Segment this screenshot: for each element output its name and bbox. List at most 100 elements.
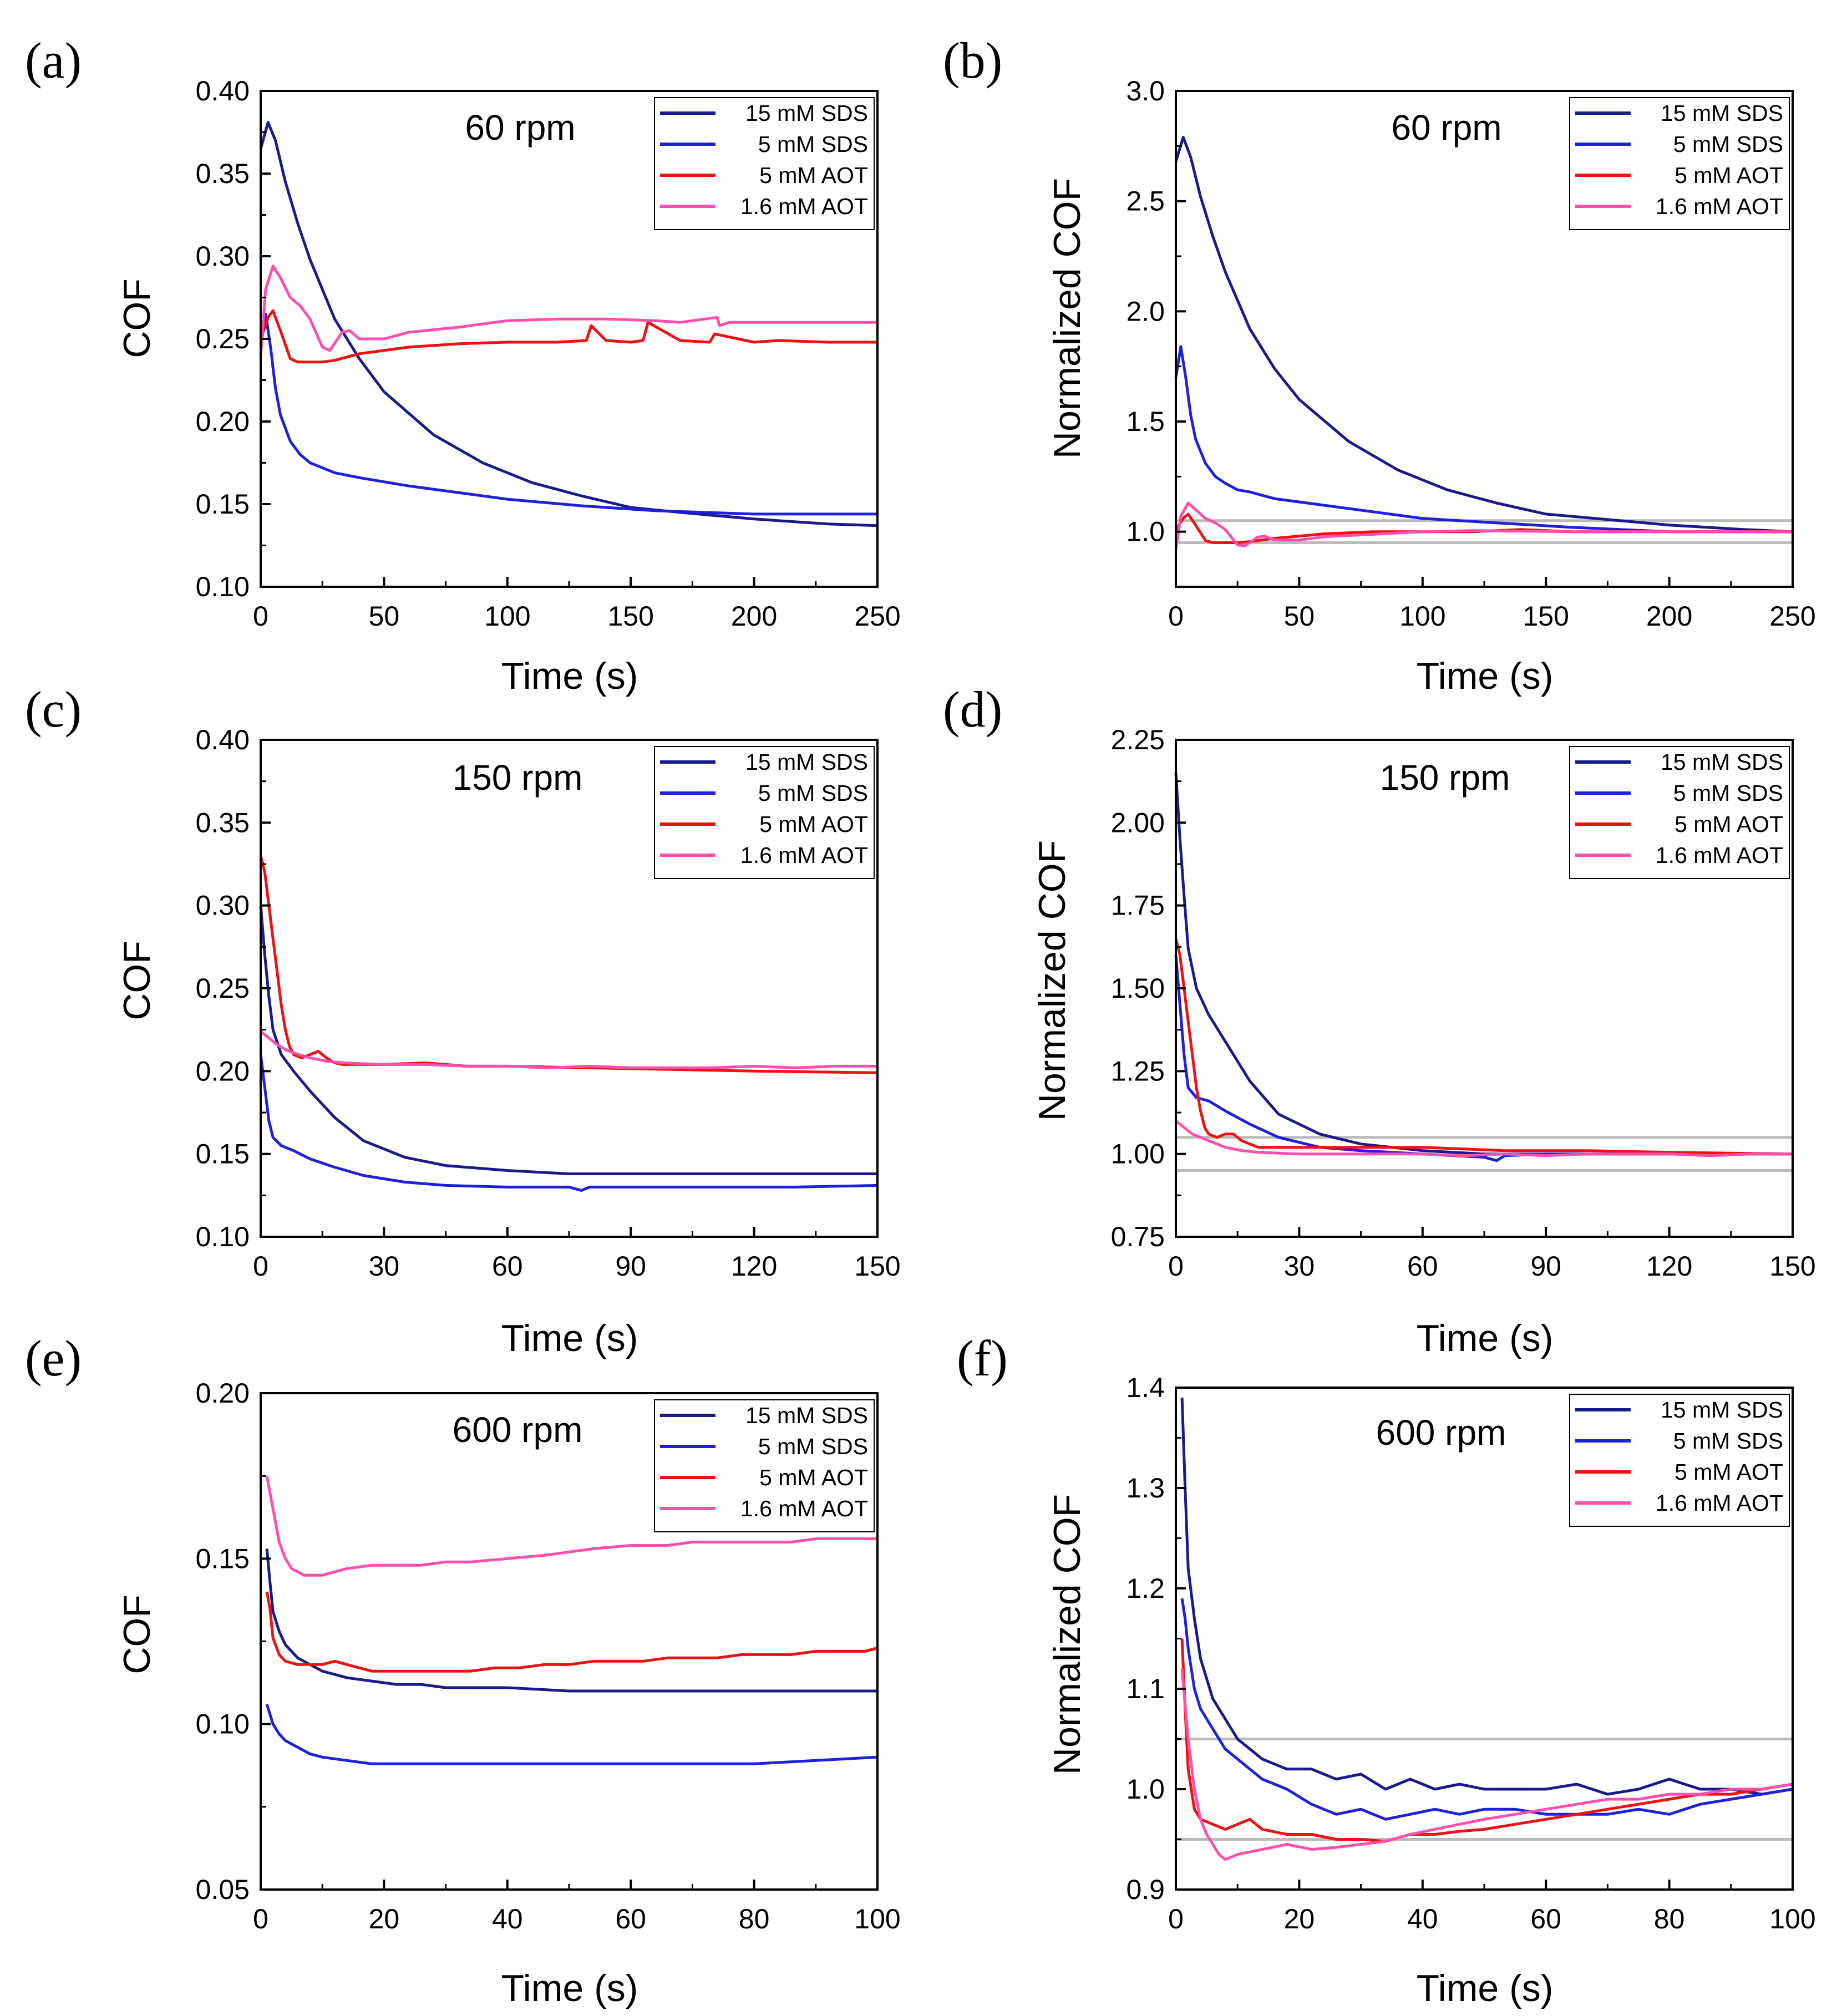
panel-d-ytick-label: 1.00 — [1111, 1139, 1165, 1170]
panel-a-xlabel: Time (s) — [501, 655, 638, 697]
panel-e-letter: (e) — [25, 1330, 82, 1387]
panel-c-rpm-label: 150 rpm — [453, 758, 583, 798]
panel-d-ytick-label: 1.50 — [1111, 973, 1165, 1004]
panel-a-ytick-label: 0.40 — [196, 75, 250, 106]
panel-b-xtick-label: 100 — [1399, 601, 1445, 632]
panel-b-legend-label-16aot: 1.6 mM AOT — [1656, 194, 1783, 219]
panel-e-rpm-label: 600 rpm — [453, 1410, 583, 1450]
panel-f: (f) Normalized COF Time (s) 600 rpm 0 20 4… — [957, 1330, 1816, 2009]
panel-f-ytick-label: 0.9 — [1126, 1874, 1165, 1905]
panel-d-series-5sds — [1174, 955, 1793, 1162]
panel-d-ytick-label: 2.00 — [1111, 807, 1165, 838]
panel-d: (d) Normalized COF Time (s) 150 rpm 0 30 6… — [943, 681, 1816, 1359]
panel-a-series-15sds — [259, 121, 878, 527]
panel-d-xtick-label: 30 — [1284, 1251, 1315, 1282]
panel-c-ytick-label: 0.20 — [196, 1055, 250, 1086]
panel-e-legend-label-5aot: 5 mM AOT — [759, 1465, 868, 1490]
panel-c-letter: (c) — [25, 681, 82, 738]
panel-b-xtick-label: 50 — [1284, 601, 1315, 632]
panel-a-legend-label-15sds: 15 mM SDS — [745, 100, 868, 126]
panel-b-xtick-label: 250 — [1769, 601, 1815, 632]
panel-d-ytick-label: 0.75 — [1111, 1221, 1165, 1252]
panel-f-xtick-label: 100 — [1769, 1903, 1815, 1934]
panel-b-legend-label-5sds: 5 mM SDS — [1673, 131, 1783, 157]
panel-a-letter: (a) — [25, 32, 82, 89]
panel-f-ytick-label: 1.2 — [1126, 1573, 1165, 1604]
panel-e-ytick-label: 0.15 — [196, 1543, 250, 1574]
panel-b-ytick-label: 2.0 — [1126, 296, 1165, 327]
panel-c-ytick-label: 0.30 — [196, 890, 250, 921]
panel-a-frame — [260, 90, 879, 588]
panel-b-series-16aot — [1174, 501, 1793, 550]
panel-a-xtick-label: 250 — [854, 601, 900, 632]
panel-c-ytick-label: 0.25 — [196, 973, 250, 1004]
panel-c-series-5sds — [259, 1054, 878, 1192]
panel-f-rpm-label: 600 rpm — [1376, 1413, 1506, 1453]
panel-c-legend: 15 mM SDS 5 mM SDS 5 mM AOT 1.6 mM AOT — [654, 746, 875, 879]
panel-d-series-16aot — [1175, 1119, 1793, 1157]
panel-b-series-15sds — [1174, 135, 1793, 534]
panel-b-xtick-label: 200 — [1646, 601, 1692, 632]
panel-a-ytick-label: 0.25 — [196, 323, 250, 354]
panel-b-xlabel: Time (s) — [1417, 655, 1554, 697]
panel-c-series-16aot — [260, 1030, 877, 1069]
panel-d-ytick-label: 2.25 — [1111, 724, 1165, 755]
panel-c-xlabel: Time (s) — [501, 1317, 638, 1359]
panel-c-series-5aot — [259, 855, 878, 1074]
panel-a-xtick-label: 0 — [253, 601, 268, 632]
panel-f-xtick-label: 80 — [1654, 1903, 1685, 1934]
panel-d-rpm-label: 150 rpm — [1380, 758, 1510, 798]
panel-e-legend: 15 mM SDS 5 mM SDS 5 mM AOT 1.6 mM AOT — [654, 1399, 875, 1532]
panel-d-frame — [1175, 739, 1794, 1238]
panel-c-xtick-label: 150 — [854, 1251, 900, 1282]
panel-e: (e) COF Time (s) 600 rpm 0 20 40 60 80 100 0.0… — [25, 1330, 901, 2009]
panel-d-xlabel: Time (s) — [1417, 1317, 1554, 1359]
panel-e-xtick-label: 100 — [854, 1903, 900, 1934]
panel-e-xtick-label: 20 — [369, 1903, 400, 1934]
panel-c-xtick-label: 30 — [369, 1251, 400, 1282]
panel-a-ytick-label: 0.30 — [196, 241, 250, 272]
panel-e-series-15sds — [265, 1548, 877, 1693]
panel-c-legend-label-5aot: 5 mM AOT — [759, 811, 868, 837]
panel-f-xtick-label: 0 — [1168, 1903, 1184, 1934]
panel-b-series-5sds — [1174, 345, 1793, 534]
panel-a-series-5aot — [259, 309, 877, 364]
panel-f-xtick-label: 20 — [1284, 1903, 1315, 1934]
panel-a-ytick-label: 0.15 — [196, 489, 250, 520]
panel-c-legend-label-16aot: 1.6 mM AOT — [740, 842, 868, 868]
panel-d-legend-label-15sds: 15 mM SDS — [1661, 749, 1783, 775]
panel-c: (c) COF Time (s) 150 rpm 0 30 60 90 120 150 0.… — [25, 681, 901, 1359]
panel-d-xtick-label: 90 — [1530, 1251, 1561, 1282]
panel-f-ylabel: Normalized COF — [1046, 1494, 1088, 1775]
panel-c-frame — [260, 739, 879, 1238]
panel-a-series-16aot — [259, 265, 877, 356]
panel-e-ytick-label: 0.05 — [196, 1874, 250, 1905]
panel-a-series-5sds — [259, 312, 877, 516]
panel-a: (a) COF Time (s) 60 rpm 0 50 100 150 200 250 0… — [25, 32, 901, 697]
panel-b-xtick-label: 150 — [1523, 601, 1569, 632]
panel-e-legend-label-15sds: 15 mM SDS — [745, 1403, 868, 1428]
panel-e-legend-label-16aot: 1.6 mM AOT — [740, 1496, 868, 1521]
panel-f-legend-label-5sds: 5 mM SDS — [1673, 1428, 1783, 1454]
panel-a-rpm-label: 60 rpm — [465, 108, 575, 148]
panel-c-xtick-label: 0 — [253, 1251, 268, 1282]
panel-f-series-16aot — [1180, 1668, 1793, 1861]
panel-a-xtick-label: 100 — [484, 601, 530, 632]
panel-d-legend-label-5aot: 5 mM AOT — [1674, 811, 1783, 837]
panel-c-legend-label-5sds: 5 mM SDS — [758, 780, 868, 806]
panel-b-ytick-label: 3.0 — [1126, 75, 1165, 106]
panel-d-legend: 15 mM SDS 5 mM SDS 5 mM AOT 1.6 mM AOT — [1569, 746, 1790, 879]
panel-b-frame — [1175, 90, 1794, 588]
panel-a-ylabel: COF — [116, 278, 158, 358]
panel-e-frame — [260, 1392, 879, 1891]
panel-e-legend-label-5sds: 5 mM SDS — [758, 1434, 868, 1459]
panel-e-series-5sds — [265, 1704, 878, 1765]
panel-e-series-5aot — [265, 1591, 878, 1673]
panel-c-ytick-label: 0.35 — [196, 807, 250, 838]
panel-c-ytick-label: 0.10 — [196, 1221, 250, 1252]
panel-d-xtick-label: 60 — [1407, 1251, 1438, 1282]
panel-f-legend-label-5aot: 5 mM AOT — [1674, 1459, 1783, 1485]
panel-a-legend: 15 mM SDS 5 mM SDS 5 mM AOT 1.6 mM AOT — [654, 97, 875, 230]
panel-f-series-15sds — [1180, 1398, 1793, 1796]
